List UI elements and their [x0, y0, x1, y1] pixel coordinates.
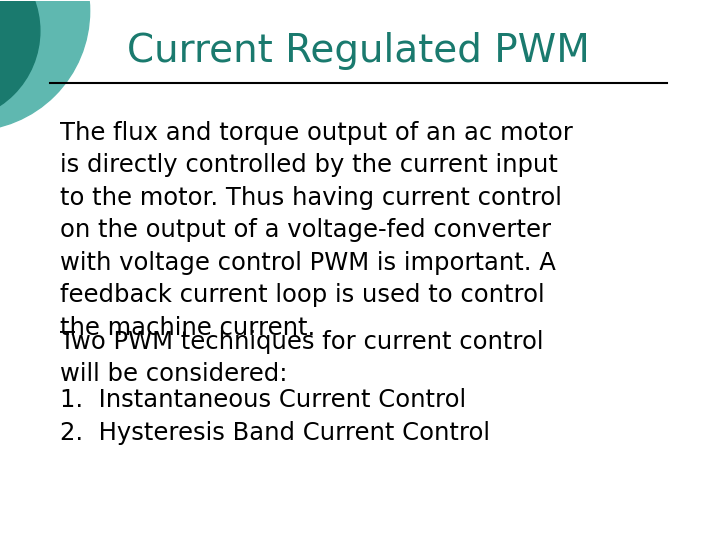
Text: Current Regulated PWM: Current Regulated PWM [127, 32, 590, 70]
Circle shape [0, 0, 40, 120]
Text: 1.  Instantaneous Current Control: 1. Instantaneous Current Control [60, 388, 466, 411]
Circle shape [0, 0, 90, 131]
Text: Two PWM techniques for current control
will be considered:: Two PWM techniques for current control w… [60, 330, 544, 386]
Text: 2.  Hysteresis Band Current Control: 2. Hysteresis Band Current Control [60, 421, 490, 445]
Text: The flux and torque output of an ac motor
is directly controlled by the current : The flux and torque output of an ac moto… [60, 120, 572, 340]
